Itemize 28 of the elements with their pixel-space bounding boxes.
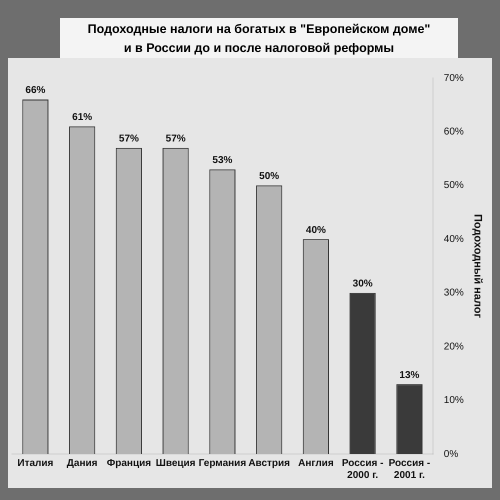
x-tick-label: Швеция — [156, 458, 196, 469]
chart-title: Подоходные налоги на богатых в "Европейском доме" и в России до и после налоговой реформы — [60, 18, 458, 60]
y-tick-label: 30% — [444, 288, 464, 299]
x-tick-label: Англия — [298, 458, 334, 469]
x-tick-label: Франция — [106, 458, 152, 469]
y-tick-label: 0% — [444, 448, 458, 460]
data-label: 30% — [352, 278, 373, 290]
y-tick-label: 50% — [444, 180, 464, 192]
y-tick-label: 60% — [444, 126, 464, 138]
y-axis-title: Подоходный налог — [471, 214, 484, 318]
data-label: 13% — [399, 370, 420, 381]
x-tick-label: Германия — [198, 458, 246, 469]
y-tick-label: 20% — [444, 341, 464, 352]
x-tick-label: Россия - 2001 г. — [388, 458, 430, 481]
y-tick-label: 40% — [444, 234, 464, 245]
data-label: 53% — [212, 155, 233, 166]
x-tick-label: Дания — [66, 458, 98, 469]
data-label: 40% — [306, 224, 326, 236]
y-tick-label: 10% — [444, 395, 464, 406]
x-tick-label: Россия - 2000 г. — [342, 458, 384, 481]
x-tick-label: Австрия — [248, 458, 290, 469]
data-label: 61% — [72, 112, 92, 124]
data-label: 66% — [25, 85, 46, 96]
x-tick-label: Италия — [17, 458, 54, 469]
data-label: 50% — [259, 171, 280, 182]
y-tick-label: 70% — [444, 72, 464, 84]
data-label: 57% — [166, 134, 186, 145]
data-label: 57% — [118, 134, 139, 145]
